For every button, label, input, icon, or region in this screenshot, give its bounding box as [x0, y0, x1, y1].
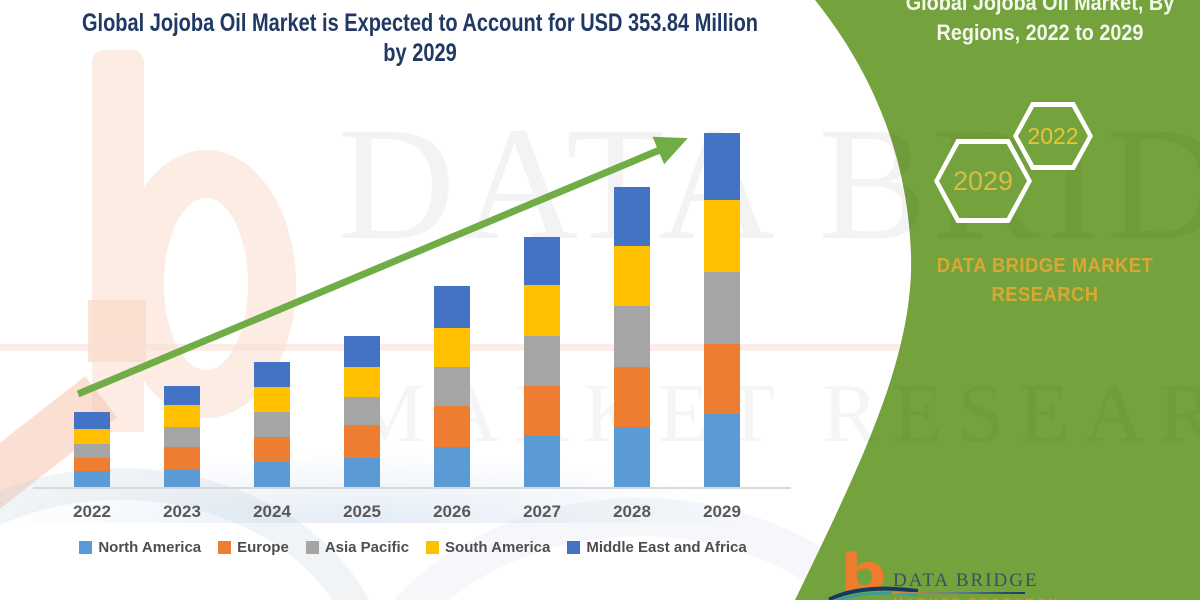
footer-logo-name: DATA BRIDGE: [893, 570, 1039, 591]
legend-item-south-america: South America: [426, 539, 550, 556]
bar-2027: [524, 236, 560, 487]
x-axis-line: [33, 487, 791, 489]
legend-label-north-america: North America: [98, 539, 202, 556]
brand-text-line2: RESEARCH: [991, 284, 1099, 306]
segment-2023-europe: [164, 447, 200, 469]
brand-text-line1: DATA BRIDGE MARKET: [936, 255, 1154, 277]
segment-2024-middle-east-and-africa: [254, 362, 290, 387]
segment-2027-middle-east-and-africa: [524, 236, 560, 285]
segment-2026-south-america: [434, 327, 470, 367]
segment-2022-middle-east-and-africa: [74, 412, 110, 429]
side-panel-heading-line1: Global Jojoba Oil Market, By: [905, 0, 1175, 15]
segment-2026-middle-east-and-africa: [434, 286, 470, 328]
segment-2025-middle-east-and-africa: [344, 336, 380, 367]
segment-2025-europe: [344, 424, 380, 458]
segment-2022-north-america: [74, 470, 110, 487]
hexagon-2029-label: 2029: [939, 144, 1027, 218]
legend-label-europe: Europe: [237, 539, 289, 556]
side-panel-heading-line2: Regions, 2022 to 2029: [936, 20, 1144, 45]
bar-2022: [74, 412, 110, 487]
segment-2029-north-america: [704, 413, 740, 487]
segment-2029-asia-pacific: [704, 271, 740, 345]
segment-2022-south-america: [74, 428, 110, 444]
segment-2023-asia-pacific: [164, 427, 200, 447]
legend-item-europe: Europe: [218, 539, 289, 556]
segment-2023-middle-east-and-africa: [164, 386, 200, 405]
segment-2028-north-america: [614, 427, 650, 487]
side-panel-heading: Global Jojoba Oil Market, By Regions, 20…: [887, 0, 1193, 48]
x-axis-label-2025: 2025: [343, 502, 381, 521]
x-axis-label-2028: 2028: [613, 502, 651, 521]
brand-text: DATA BRIDGE MARKET RESEARCH: [893, 252, 1197, 310]
segment-2029-europe: [704, 344, 740, 414]
segment-2025-north-america: [344, 457, 380, 487]
x-axis-label-2023: 2023: [163, 502, 201, 521]
footer-logo-swoosh-icon: [828, 586, 918, 600]
x-axis-label-2029: 2029: [703, 502, 741, 521]
x-axis-label-2026: 2026: [433, 502, 471, 521]
legend-item-middle-east-and-africa: Middle East and Africa: [567, 539, 747, 556]
segment-2025-asia-pacific: [344, 397, 380, 425]
chart-title-line2: by 2029: [383, 39, 457, 67]
legend-swatch-europe: [218, 541, 232, 554]
segment-2023-south-america: [164, 404, 200, 427]
segment-2024-north-america: [254, 462, 290, 487]
segment-2028-europe: [614, 366, 650, 427]
legend-label-middle-east-and-africa: Middle East and Africa: [586, 539, 747, 556]
bar-2026: [434, 286, 470, 487]
segment-2027-south-america: [524, 284, 560, 336]
hexagon-2022-label: 2022: [1018, 107, 1088, 165]
segment-2026-europe: [434, 406, 470, 447]
segment-2029-south-america: [704, 200, 740, 272]
plot-area: 2022 2023 2024 2025 2026 2027 2028 2029: [73, 133, 741, 521]
chart-title-line1: Global Jojoba Oil Market is Expected to …: [81, 9, 759, 37]
segment-2029-middle-east-and-africa: [704, 133, 740, 201]
segment-2028-south-america: [614, 245, 650, 306]
x-axis-label-2022: 2022: [73, 502, 111, 521]
segment-2025-south-america: [344, 366, 380, 397]
segment-2024-europe: [254, 436, 290, 462]
bar-2025: [344, 336, 380, 487]
x-axis-label-2024: 2024: [253, 502, 291, 521]
footer-logo-subtitle: MARKET RESEARCH: [893, 596, 1060, 600]
hexagon-2029: 2029: [934, 139, 1032, 223]
legend-item-north-america: North America: [79, 539, 201, 556]
hexagon-2022: 2022: [1013, 102, 1093, 170]
legend-swatch-asia-pacific: [305, 541, 319, 554]
segment-2022-europe: [74, 457, 110, 471]
x-axis-label-2027: 2027: [523, 502, 561, 521]
segment-2027-north-america: [524, 435, 560, 487]
segment-2023-north-america: [164, 468, 200, 487]
legend-swatch-north-america: [79, 541, 93, 554]
segment-2028-asia-pacific: [614, 305, 650, 367]
bar-2028: [614, 186, 650, 487]
segment-2024-asia-pacific: [254, 411, 290, 437]
legend-swatch-middle-east-and-africa: [567, 541, 581, 554]
bar-2023: [164, 386, 200, 487]
bar-2024: [254, 362, 290, 487]
legend-swatch-south-america: [426, 541, 440, 554]
legend-label-asia-pacific: Asia Pacific: [324, 539, 410, 556]
legend-label-south-america: South America: [445, 539, 551, 556]
chart-legend: North America Europe Asia Pacific South Ame…: [33, 539, 793, 556]
legend-item-asia-pacific: Asia Pacific: [305, 539, 410, 556]
segment-2028-middle-east-and-africa: [614, 186, 650, 246]
segment-2027-asia-pacific: [524, 335, 560, 386]
chart-title: Global Jojoba Oil Market is Expected to …: [20, 8, 820, 68]
segment-2022-asia-pacific: [74, 443, 110, 458]
segment-2027-europe: [524, 385, 560, 436]
segment-2024-south-america: [254, 387, 290, 412]
segment-2026-north-america: [434, 447, 470, 487]
footer-logo-underline: [892, 592, 1025, 594]
bar-2029: [704, 133, 740, 487]
segment-2026-asia-pacific: [434, 367, 470, 406]
